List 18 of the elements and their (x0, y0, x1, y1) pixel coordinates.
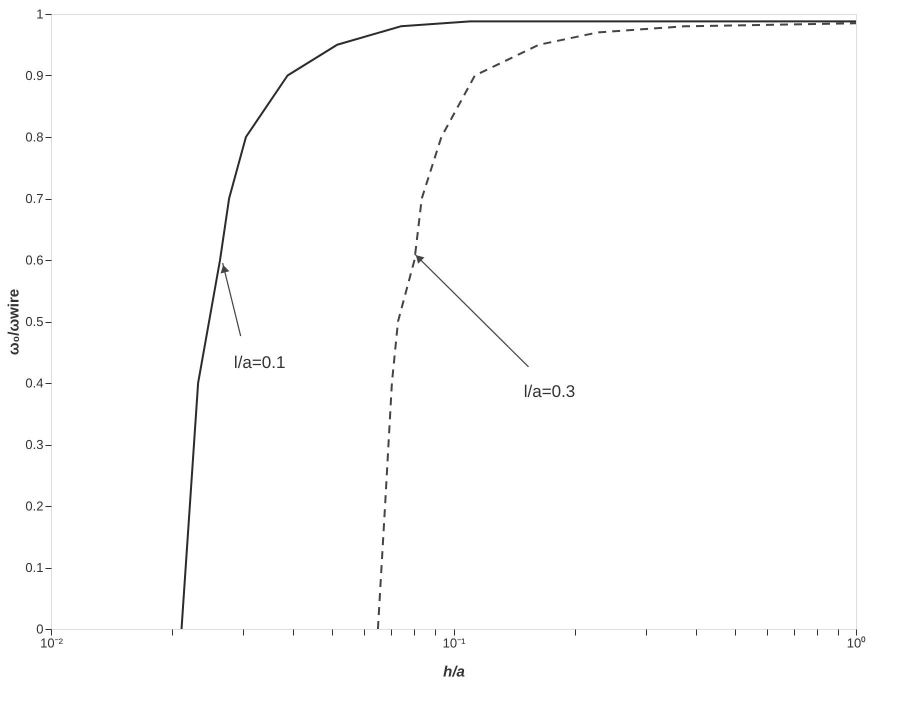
y-tick-label: 0.3 (25, 437, 44, 452)
y-tick-label: 0.4 (25, 376, 44, 390)
annotation: l/a=0.3 (524, 382, 576, 401)
y-tick-label: 0.8 (25, 130, 44, 144)
y-tick-label: 0.6 (25, 252, 44, 268)
x-tick-label: 10⁻¹ (442, 636, 466, 650)
x-axis-title: h/a (443, 664, 465, 680)
y-tick-label: 0.1 (25, 560, 44, 575)
y-tick-label: 0.9 (25, 68, 44, 83)
y-axis-title: ω₀/ωwire (5, 288, 22, 356)
y-tick-label: 0.2 (25, 498, 44, 514)
x-tick-label: 10⁰ (846, 636, 866, 650)
annotation: l/a=0.1 (234, 353, 286, 372)
y-tick-label: 0 (36, 622, 44, 636)
x-tick-label: 10⁻² (40, 636, 64, 650)
y-tick-label: 0.7 (25, 191, 44, 206)
y-tick-label: 1 (36, 6, 44, 22)
y-tick-label: 0.5 (25, 314, 44, 329)
